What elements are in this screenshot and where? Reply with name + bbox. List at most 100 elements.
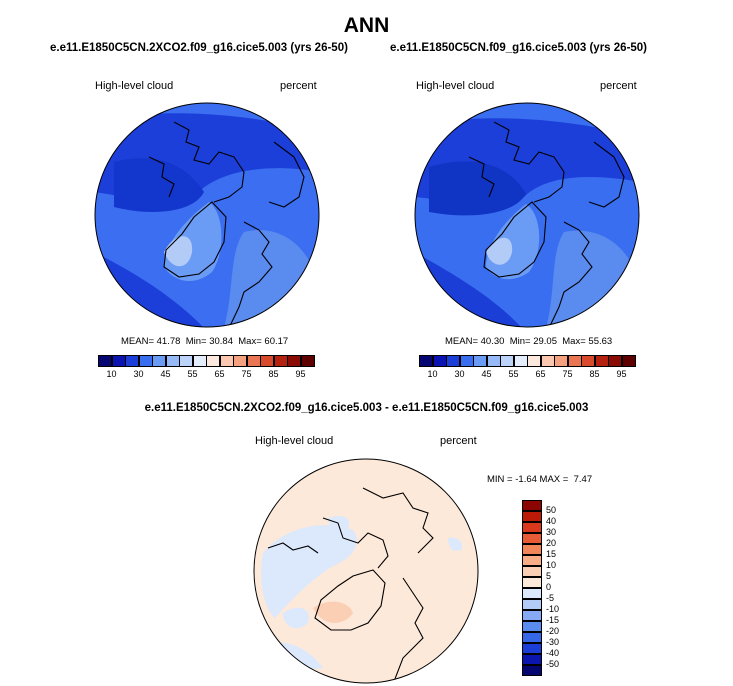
panel-2-min-label: Min= — [509, 336, 531, 347]
panel-2-stats: MEAN= 40.30 Min= 29.05 Max= 55.63 — [445, 336, 612, 347]
main-title: ANN — [343, 14, 390, 37]
panel-2-colorbar-swatch — [608, 355, 622, 367]
panel-3-map-border — [253, 458, 479, 684]
panel-3-colorbar-swatch — [522, 654, 542, 665]
panel-1-colorbar-swatch — [273, 355, 288, 367]
panel-3-coastlines — [267, 487, 434, 683]
panel-2-max-label: Max= — [562, 336, 586, 347]
panel-2-field-arctic-low — [429, 161, 526, 216]
panel-3-colorbar — [522, 500, 542, 676]
panel-2-coast-northamerica — [493, 121, 565, 203]
panel-1-colorbar-tick-label: 65 — [214, 369, 225, 379]
panel-2-field-greenland-peak — [486, 237, 513, 265]
panel-1-stats: MEAN= 41.78 Min= 30.84 Max= 60.17 — [121, 336, 288, 347]
panel-3-colorbar-tick-label: -40 — [546, 648, 560, 658]
panel-3-colorbar-swatch — [522, 632, 542, 643]
panel-2-coast-greenland — [483, 201, 547, 278]
panel-3-units-label: percent — [440, 435, 477, 447]
panel-1-colorbar-swatch — [300, 355, 315, 367]
panel-3-min-value: -1.64 — [515, 474, 537, 485]
panel-2-colorbar-swatch — [486, 355, 501, 367]
panel-3-colorbar-swatch — [522, 588, 542, 599]
panel-3-colorbar-tick-label: -20 — [546, 626, 560, 636]
panel-1-map-border — [94, 102, 320, 328]
panel-1-colorbar-ticks: 10 30 45 55 65 75 85 95 — [98, 369, 314, 381]
panel-3-colorbar-tick-label: -30 — [546, 637, 560, 647]
panel-2-colorbar-swatch — [527, 355, 541, 367]
panel-2-colorbar-swatch — [419, 355, 433, 367]
panel-2-colorbar-swatch — [594, 355, 609, 367]
panel-1-colorbar-swatch — [138, 355, 153, 367]
panel-3-coast-greenland — [314, 569, 386, 631]
panel-2-colorbar-tick-label: 85 — [589, 369, 600, 379]
panel-1-min-value: 30.84 — [209, 336, 233, 347]
panel-3-colorbar-swatch — [522, 555, 542, 566]
panel-3-field-negative-west — [261, 524, 357, 618]
panel-3-colorbar-tick-label: 0 — [546, 582, 552, 592]
panel-2-colorbar-swatch — [432, 355, 447, 367]
panel-1-colorbar-swatch — [111, 355, 126, 367]
panel-1-colorbar-tick-label: 45 — [160, 369, 171, 379]
panel-3-colorbar-swatch — [522, 599, 542, 610]
panel-1-field-greenland-peak — [164, 236, 193, 267]
panel-2-coastlines — [468, 121, 625, 327]
panel-2-coast-islands — [468, 156, 495, 198]
panel-2-max-value: 55.63 — [588, 336, 613, 347]
panel-3-colorbar-swatch — [522, 522, 542, 533]
panel-2-variable-label: High-level cloud — [416, 80, 495, 92]
panel-3-colorbar-swatch — [522, 665, 542, 676]
panel-3-field-negative-north — [328, 516, 350, 530]
panel-1-variable-label: High-level cloud — [95, 80, 174, 92]
panel-2-colorbar-tick-label: 45 — [481, 369, 492, 379]
panel-2-colorbar-swatch — [621, 355, 636, 367]
panel-1-colorbar — [98, 355, 315, 367]
panel-1-colorbar-swatch — [219, 355, 234, 367]
panel-2-coast-asia — [588, 141, 625, 208]
panel-1-colorbar-swatch — [233, 355, 247, 367]
panel-3-colorbar-tick-label: 40 — [546, 516, 557, 526]
panel-3-colorbar-tick-label: 50 — [546, 505, 557, 515]
panel-2-map-border — [414, 102, 640, 328]
panel-3-max-label: MAX = — [539, 474, 569, 485]
panel-3-colorbar-swatch — [522, 610, 542, 621]
panel-1-colorbar-swatch — [287, 355, 301, 367]
panel-1-map — [94, 102, 320, 328]
panel-2-mean-value: 40.30 — [480, 336, 505, 347]
panel-1-coast-europe — [228, 221, 273, 327]
panel-1-mean-label: MEAN= — [121, 336, 154, 347]
panel-2-map — [414, 102, 640, 328]
panel-1-colorbar-swatch — [192, 355, 207, 367]
panel-2-coast-europe — [548, 221, 593, 327]
panel-3-colorbar-swatch — [522, 544, 542, 555]
panel-3-coast-alaska — [267, 542, 319, 554]
panel-1-coast-asia — [268, 141, 305, 208]
panel-3-colorbar-swatch — [522, 577, 542, 588]
panel-2-colorbar-tick-label: 55 — [508, 369, 519, 379]
panel-3-colorbar-swatch — [522, 511, 542, 522]
panel-3-colorbar-tick-label: 30 — [546, 527, 557, 537]
panel-3-colorbar-tick-label: -15 — [546, 615, 560, 625]
panel-1-colorbar-tick-label: 85 — [268, 369, 279, 379]
panel-3-map — [253, 458, 479, 684]
panel-1-colorbar-swatch — [179, 355, 193, 367]
panel-2-colorbar-swatch — [446, 355, 460, 367]
panel-3-colorbar-tick-label: -5 — [546, 593, 555, 603]
panel-2-colorbar-swatch — [513, 355, 528, 367]
panel-2-units-label: percent — [600, 80, 637, 92]
panel-2-colorbar-tick-label: 10 — [427, 369, 438, 379]
panel-1-colorbar-tick-label: 95 — [295, 369, 306, 379]
panel-3-coast-asia — [362, 487, 434, 554]
panel-1-colorbar-swatch — [165, 355, 180, 367]
panel-3-colorbar-tick-label: 20 — [546, 538, 557, 548]
panel-1-colorbar-tick-label: 75 — [241, 369, 252, 379]
panel-3-colorbar-tick-label: -10 — [546, 604, 560, 614]
panel-1-max-value: 60.17 — [264, 336, 289, 347]
panel-1-mean-value: 41.78 — [156, 336, 181, 347]
panel-1-colorbar-swatch — [125, 355, 139, 367]
panel-3-colorbar-swatch — [522, 566, 542, 577]
panel-1-min-label: Min= — [185, 336, 207, 347]
panel-2-colorbar-swatch — [540, 355, 555, 367]
panel-2-colorbar — [419, 355, 636, 367]
panel-3-colorbar-tick-label: 15 — [546, 549, 557, 559]
panel-1-units-label: percent — [280, 80, 317, 92]
